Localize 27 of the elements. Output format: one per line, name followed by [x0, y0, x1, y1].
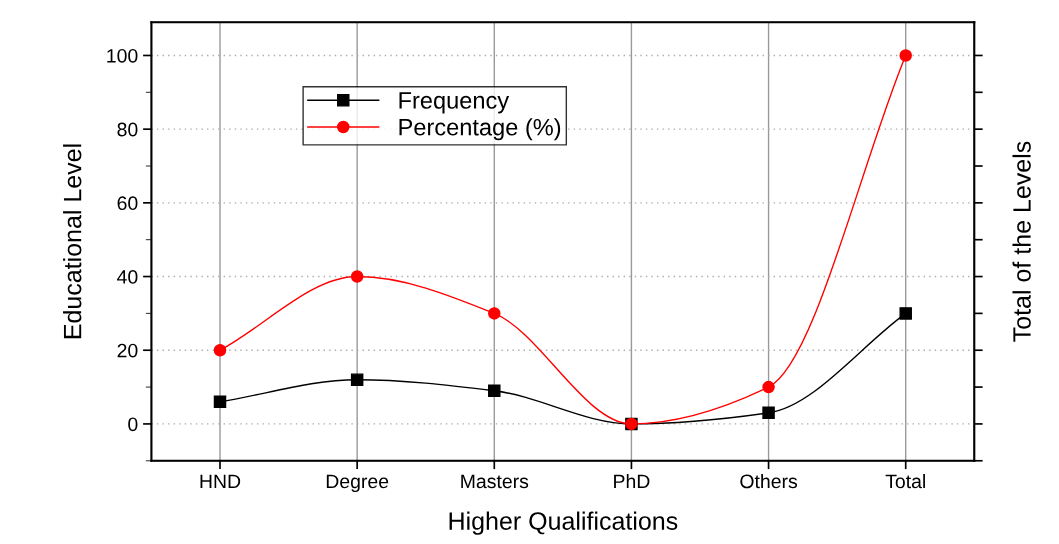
y-tick-label: 0: [128, 417, 138, 432]
point: [213, 343, 227, 357]
legend-label: Frequency: [399, 92, 510, 114]
y-tick-label: 80: [117, 122, 138, 137]
x-tick-label: HND: [200, 474, 241, 489]
x-tick-label: PhD: [614, 473, 650, 489]
y-tick-label: 40: [117, 270, 138, 284]
point: [762, 406, 775, 420]
point: [899, 49, 912, 62]
x-tick-label: Masters: [461, 474, 529, 489]
point: [213, 395, 227, 409]
y-tick-label: 20: [117, 343, 138, 358]
x-tick-label: Degree: [326, 474, 389, 493]
point: [899, 307, 912, 320]
y-tick-label: 60: [117, 196, 138, 211]
y2-axis-title: Total of the Levels: [1012, 141, 1031, 342]
y-tick-label: 100: [107, 48, 138, 63]
point: [350, 270, 364, 283]
point: [350, 373, 364, 386]
point: [762, 380, 775, 394]
legend-label: Percentage (%): [399, 118, 561, 141]
x-tick-label: Total: [885, 473, 925, 489]
point: [488, 307, 501, 320]
y-axis-title: Educational Level: [63, 144, 82, 339]
x-tick-label: Others: [740, 473, 798, 489]
x-axis-title: Higher Qualifications: [449, 511, 678, 535]
point: [488, 384, 501, 398]
